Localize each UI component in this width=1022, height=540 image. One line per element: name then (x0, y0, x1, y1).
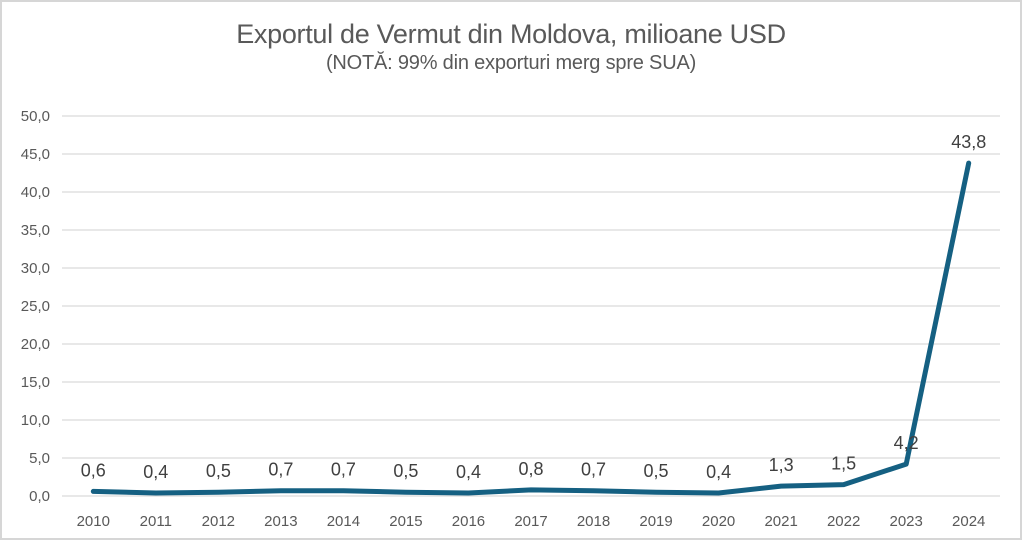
data-label: 0,5 (393, 461, 418, 481)
x-axis-tick-label: 2016 (452, 513, 485, 530)
data-label: 0,4 (143, 462, 168, 482)
x-axis-tick-label: 2022 (827, 513, 860, 530)
x-axis-tick-label: 2018 (577, 513, 610, 530)
x-axis-tick-label: 2024 (952, 513, 985, 530)
y-axis-tick-label: 25,0 (21, 298, 50, 315)
x-axis-tick-label: 2017 (514, 513, 547, 530)
x-axis-tick-label: 2019 (639, 513, 672, 530)
y-axis-tick-label: 20,0 (21, 336, 50, 353)
x-axis-tick-label: 2020 (702, 513, 735, 530)
y-axis-tick-label: 45,0 (21, 146, 50, 163)
data-label: 0,5 (644, 461, 669, 481)
y-axis-tick-label: 30,0 (21, 260, 50, 277)
data-label: 4,2 (894, 433, 919, 453)
data-label: 1,3 (769, 455, 794, 475)
chart-header: Exportul de Vermut din Moldova, milioane… (2, 18, 1020, 76)
y-axis-tick-label: 35,0 (21, 222, 50, 239)
data-label: 0,7 (331, 460, 356, 480)
y-axis-tick-label: 40,0 (21, 184, 50, 201)
x-axis-tick-label: 2021 (764, 513, 797, 530)
data-label: 0,4 (456, 462, 481, 482)
series-line (90, 160, 972, 496)
chart-title: Exportul de Vermut din Moldova, milioane… (236, 19, 786, 49)
x-axis-tick-label: 2014 (327, 513, 360, 530)
data-label: 0,7 (268, 460, 293, 480)
data-label: 1,5 (831, 454, 856, 474)
y-axis-tick-label: 15,0 (21, 374, 50, 391)
data-label: 0,6 (81, 460, 106, 480)
x-axis-tick-label: 2013 (264, 513, 297, 530)
y-axis-tick-label: 10,0 (21, 412, 50, 429)
x-axis-tick-label: 2012 (202, 513, 235, 530)
chart-subtitle: (NOTĂ: 99% din exporturi merg spre SUA) (325, 52, 697, 74)
data-label: 0,4 (706, 462, 731, 482)
x-axis-tick-label: 2023 (890, 513, 923, 530)
x-axis-tick-label: 2015 (389, 513, 422, 530)
data-label: 0,7 (581, 460, 606, 480)
y-axis-tick-label: 5,0 (29, 450, 50, 467)
x-axis-tick-label: 2010 (77, 513, 110, 530)
y-axis-tick-label: 0,0 (29, 488, 50, 505)
x-axis-tick-label: 2011 (140, 513, 172, 530)
data-label: 0,5 (206, 461, 231, 481)
y-axis-tick-label: 50,0 (21, 108, 50, 125)
data-label: 43,8 (951, 132, 986, 152)
data-label: 0,8 (518, 459, 543, 479)
